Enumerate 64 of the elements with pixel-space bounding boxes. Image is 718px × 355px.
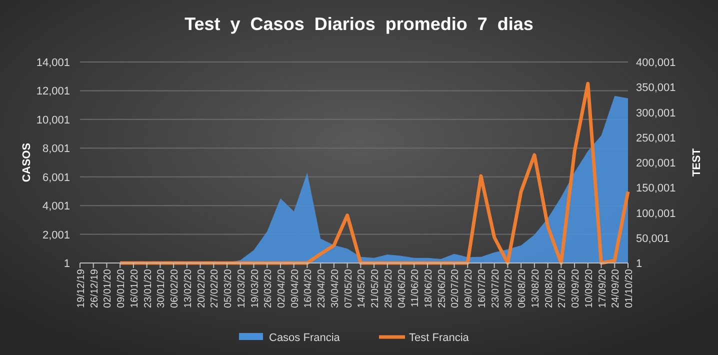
- y-tick-label: 14,001: [36, 57, 70, 69]
- x-tick-label: 24/09/20: [610, 268, 622, 308]
- y-tick-label: 10,001: [36, 114, 70, 126]
- y2-tick-label: 250,001: [636, 132, 676, 144]
- x-tick-label: 02/07/20: [450, 268, 462, 308]
- y2-tick-label: 200,001: [636, 158, 676, 170]
- x-tick-label: 30/01/20: [156, 268, 168, 308]
- x-tick-label: 30/07/20: [504, 268, 515, 308]
- x-tick-label: 23/07/20: [490, 268, 502, 308]
- x-tick-label: 25/06/20: [436, 268, 448, 308]
- y2-tick-label: 400,001: [636, 57, 676, 69]
- x-tick-label: 02/01/20: [102, 268, 114, 308]
- y2-tick-label: 1: [636, 258, 642, 270]
- x-tick-label: 28/05/20: [383, 268, 394, 308]
- y2-tick-label: 150,001: [636, 182, 676, 195]
- y2-tick-label: 350,001: [636, 82, 676, 94]
- legend-label: Casos Francia: [269, 332, 341, 344]
- x-tick-label: 18/06/20: [424, 268, 435, 308]
- x-tick-label: 13/08/20: [530, 268, 542, 308]
- chart-title: Test y Casos Diarios promedio 7 dias: [184, 14, 534, 34]
- x-tick-label: 21/05/20: [370, 268, 382, 308]
- x-tick-label: 20/08/20: [544, 268, 555, 308]
- x-tick-label: 14/05/20: [356, 268, 368, 308]
- y-axis-title: CASOS: [21, 142, 33, 182]
- x-tick-label: 20/02/20: [196, 268, 208, 308]
- x-tick-label: 13/02/20: [182, 268, 194, 308]
- x-tick-label: 27/08/20: [557, 268, 568, 308]
- x-tick-label: 01/10/20: [624, 268, 635, 308]
- x-tick-label: 26/03/20: [263, 268, 274, 308]
- x-tick-label: 05/03/20: [223, 268, 234, 308]
- x-tick-label: 12/03/20: [236, 268, 248, 308]
- y-tick-label: 4,001: [42, 200, 70, 213]
- x-tick-label: 27/02/20: [210, 268, 221, 308]
- x-tick-label: 04/06/20: [396, 268, 408, 308]
- x-tick-label: 16/04/20: [303, 268, 314, 308]
- y-tick-label: 2,001: [42, 229, 70, 242]
- y2-tick-label: 100,001: [636, 208, 676, 220]
- y2-tick-label: 300,001: [636, 107, 676, 120]
- x-tick-label: 06/08/20: [517, 268, 528, 308]
- y2-tick-label: 50,001: [636, 232, 670, 245]
- x-tick-label: 02/04/20: [276, 268, 288, 308]
- x-tick-label: 17/09/20: [597, 268, 608, 308]
- x-tick-label: 07/05/20: [343, 268, 354, 308]
- x-tick-label: 23/01/20: [142, 268, 154, 308]
- y-tick-label: 8,001: [42, 143, 70, 156]
- y-tick-label: 12,001: [36, 86, 70, 98]
- x-tick-label: 26/12/19: [89, 268, 100, 308]
- x-tick-label: 16/07/20: [476, 268, 488, 308]
- x-tick-label: 23/04/20: [316, 268, 328, 308]
- x-tick-label: 19/03/20: [250, 268, 261, 308]
- y-tick-label: 6,001: [42, 172, 70, 184]
- x-tick-label: 16/01/20: [129, 268, 140, 308]
- x-tick-label: 09/07/20: [464, 268, 475, 308]
- x-tick-label: 11/06/20: [410, 268, 422, 308]
- x-tick-label: 09/01/20: [116, 268, 128, 308]
- x-tick-label: 30/04/20: [330, 268, 341, 308]
- x-tick-label: 06/02/20: [170, 268, 181, 308]
- legend-label: Test Francia: [409, 332, 470, 344]
- x-tick-label: 19/12/19: [76, 268, 87, 308]
- x-tick-label: 10/09/20: [584, 268, 595, 308]
- y2-axis-title: TEST: [691, 148, 703, 177]
- y-tick-label: 1: [64, 258, 70, 270]
- x-tick-label: 03/09/20: [570, 268, 582, 308]
- x-tick-label: 09/04/20: [290, 268, 301, 308]
